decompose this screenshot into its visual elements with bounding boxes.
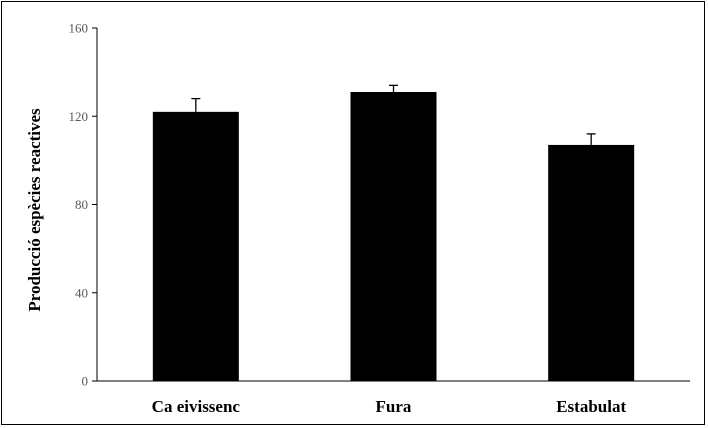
x-tick-label: Fura [376,397,412,416]
y-tick-label: 40 [75,285,88,300]
x-tick-label: Estabulat [556,397,626,416]
bar [350,91,437,381]
x-tick-label: Ca eivissenc [152,397,241,416]
plot-area: 0 40 80 120 160 Ca eivissenc Fura Estabulat [69,21,690,416]
y-tick-label: 0 [82,374,89,389]
y-axis-title: Producció espècies reactives [25,108,44,312]
bar [152,111,239,382]
bar [548,144,635,381]
y-tick-label: 160 [69,21,89,36]
y-tick-label: 80 [75,197,88,212]
y-tick-label: 120 [69,109,89,124]
